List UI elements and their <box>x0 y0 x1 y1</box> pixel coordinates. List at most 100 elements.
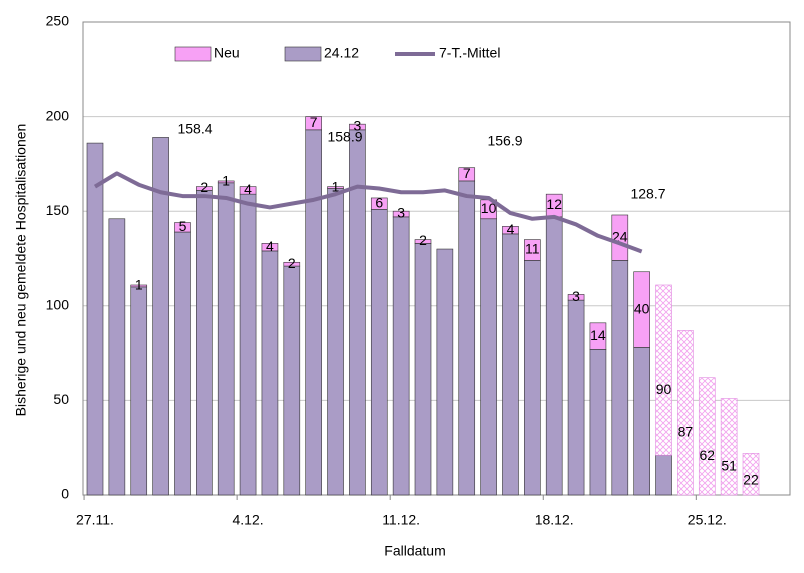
bar <box>480 218 497 496</box>
bar-segment <box>174 222 191 233</box>
data-label: 14 <box>590 327 606 343</box>
data-label: 87 <box>678 423 694 439</box>
bar <box>261 250 279 496</box>
bar-segment <box>349 123 366 131</box>
y-tick-label: 50 <box>53 391 69 407</box>
data-label: 62 <box>699 447 715 463</box>
data-label: 3 <box>572 288 580 304</box>
bar <box>370 209 388 496</box>
x-tick-label: 18.12. <box>535 512 574 528</box>
bar <box>327 188 344 496</box>
bar <box>283 265 301 496</box>
data-label: 4 <box>266 238 274 254</box>
bar <box>611 260 629 496</box>
y-axis-title: Bisherige und neu gemeldete Hospitalisat… <box>13 124 29 417</box>
bar-segment <box>458 167 476 182</box>
annotation: 128.7 <box>630 186 665 202</box>
bar-segment <box>677 330 694 496</box>
legend-swatch <box>284 46 322 62</box>
bar-segment <box>217 180 235 184</box>
bar <box>655 454 672 496</box>
bar-segment <box>742 453 760 496</box>
data-label: 4 <box>244 181 252 197</box>
y-tick-label: 150 <box>46 202 70 218</box>
bar-segment <box>655 284 672 456</box>
bar <box>108 218 126 496</box>
x-tick-label: 25.12. <box>688 512 727 528</box>
bar-segment <box>502 226 519 235</box>
data-label: 3 <box>354 118 362 134</box>
bar <box>174 231 191 496</box>
annotation: 158.4 <box>177 121 212 137</box>
data-label: 1 <box>222 173 230 189</box>
bar <box>567 299 585 496</box>
bar <box>86 142 104 496</box>
legend-label: Neu <box>214 45 240 61</box>
data-label: 10 <box>481 200 497 216</box>
bar-segment <box>589 322 607 350</box>
data-label: 12 <box>546 196 562 212</box>
plot-border <box>82 21 791 496</box>
bar <box>152 137 169 496</box>
y-tick-label: 100 <box>46 297 70 313</box>
y-tick-label: 0 <box>61 486 69 502</box>
data-label: 1 <box>332 178 340 194</box>
data-label: 2 <box>288 255 296 271</box>
data-label: 7 <box>310 114 318 130</box>
x-tick-label: 27.11. <box>76 512 114 528</box>
legend-swatch <box>174 46 212 62</box>
data-label: 1 <box>135 277 143 293</box>
legend-label: 24.12 <box>324 45 359 61</box>
data-label: 40 <box>634 300 650 316</box>
bar-segment <box>567 294 585 301</box>
y-tick-label: 200 <box>46 107 70 123</box>
bar-segment <box>611 214 629 261</box>
bar-segment <box>698 377 716 496</box>
data-label: 2 <box>200 179 208 195</box>
legend-label: 7-T.-Mittel <box>439 45 500 61</box>
bar <box>502 233 519 496</box>
bar <box>458 180 476 496</box>
bar <box>545 216 563 496</box>
bar <box>130 286 148 496</box>
data-label: 2 <box>419 232 427 248</box>
bar <box>217 182 235 496</box>
y-tick-label: 250 <box>46 13 70 29</box>
bar-segment <box>370 197 388 210</box>
bar <box>633 347 650 496</box>
bar-segment <box>633 271 650 348</box>
bar-segment <box>239 186 257 195</box>
bar-segment <box>261 243 279 252</box>
bar-segment <box>524 239 541 261</box>
x-tick-label: 4.12. <box>232 512 263 528</box>
line <box>93 171 643 254</box>
bar <box>589 349 607 496</box>
bar-segment <box>305 116 322 131</box>
annotation: 158.9 <box>327 129 362 145</box>
bar <box>239 193 257 496</box>
data-label: 11 <box>525 241 540 257</box>
bar <box>524 260 541 496</box>
bar-segment <box>392 210 410 218</box>
data-label: 4 <box>507 221 515 237</box>
x-tick-label: 11.12. <box>382 512 420 528</box>
bar <box>196 190 213 496</box>
data-label: 6 <box>375 194 383 210</box>
bar-segment <box>130 284 148 288</box>
bar-segment <box>283 261 301 267</box>
bar-segment <box>327 186 344 189</box>
data-label: 22 <box>743 472 759 488</box>
bar <box>436 248 454 496</box>
data-label: 51 <box>721 457 737 473</box>
bar <box>392 216 410 496</box>
bar <box>305 129 322 496</box>
bar-segment <box>720 398 738 496</box>
bar-segment <box>196 186 213 191</box>
annotation: 156.9 <box>487 133 522 149</box>
data-label: 5 <box>179 218 187 234</box>
data-label: 7 <box>463 165 471 181</box>
x-axis-title: Falldatum <box>384 543 445 559</box>
data-label: 90 <box>656 381 672 397</box>
bar <box>414 243 432 496</box>
